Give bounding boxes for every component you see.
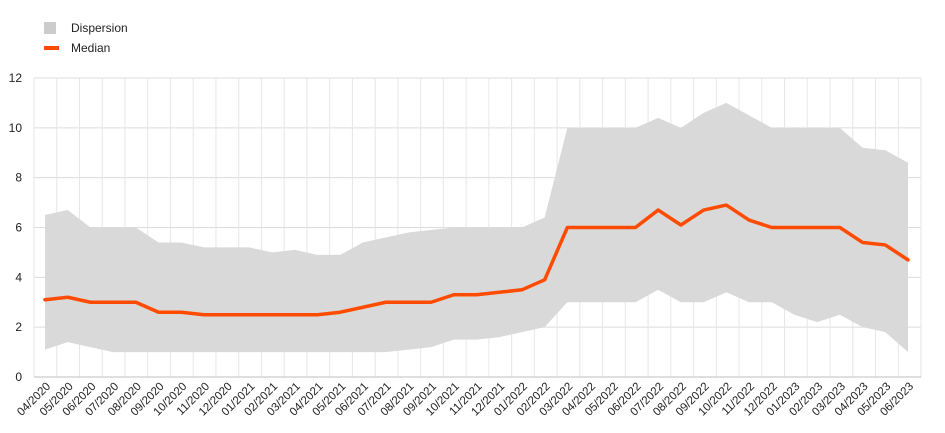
y-tick-label: 2 (15, 320, 22, 334)
y-tick-label: 10 (9, 121, 23, 135)
y-tick-label: 6 (15, 221, 22, 235)
y-tick-label: 8 (15, 171, 22, 185)
y-tick-label: 0 (15, 370, 22, 384)
x-axis: 04/202005/202006/202007/202008/202009/20… (15, 381, 916, 419)
median-line-group (43, 203, 910, 317)
legend: Dispersion Median (44, 21, 128, 55)
legend-label-dispersion: Dispersion (71, 21, 128, 35)
dispersion-band (45, 102, 908, 353)
y-tick-label: 4 (15, 270, 22, 284)
dispersion-band-group (45, 102, 908, 353)
legend-label-median: Median (71, 41, 110, 55)
y-axis: 0 2 4 6 8 10 12 (9, 71, 23, 384)
legend-swatch-dispersion (44, 22, 56, 34)
y-tick-label: 12 (9, 71, 23, 85)
